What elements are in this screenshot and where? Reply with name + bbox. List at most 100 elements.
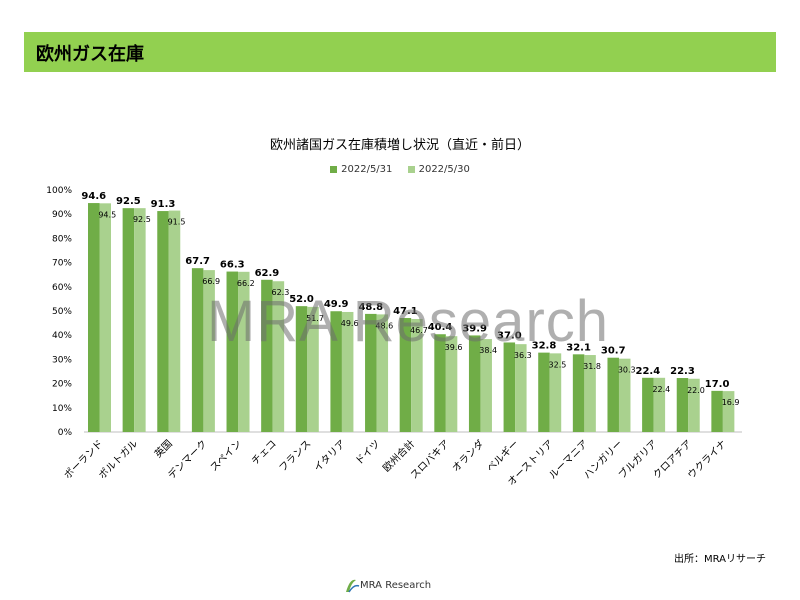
x-tick-label: オランダ — [449, 437, 486, 474]
data-label-series-1: 32.1 — [566, 342, 591, 353]
data-label-series-1: 22.4 — [636, 366, 661, 377]
y-tick-label: 70% — [52, 259, 72, 269]
y-tick-label: 90% — [52, 210, 72, 220]
x-tick-label: イタリア — [312, 438, 348, 474]
x-tick-label: ドイツ — [354, 438, 383, 467]
legend-item-series-2: 2022/5/30 — [407, 164, 470, 176]
y-tick-label: 20% — [52, 380, 72, 390]
y-tick-label: 50% — [52, 307, 72, 317]
legend-swatch-series-1 — [330, 166, 338, 173]
y-tick-label: 0% — [58, 428, 73, 438]
legend-swatch-series-2 — [407, 166, 415, 173]
footer-brand-text: MRA Research — [360, 580, 432, 591]
bar-series-1 — [88, 203, 100, 432]
data-label-series-2: 22.4 — [652, 385, 670, 394]
mra-logo-icon — [346, 579, 360, 593]
bar-series-1 — [157, 211, 169, 432]
data-label-series-2: 39.6 — [445, 343, 463, 352]
legend-label-series-2: 2022/5/30 — [418, 164, 470, 175]
bar-series-1 — [572, 354, 585, 432]
bar-series-2 — [203, 270, 215, 432]
bar-series-2 — [272, 281, 285, 432]
y-tick-label: 40% — [52, 331, 72, 341]
x-tick-label: ベルギー — [484, 438, 521, 475]
bar-series-2 — [722, 391, 735, 432]
data-label-series-1: 94.6 — [81, 191, 106, 202]
data-label-series-2: 66.2 — [237, 279, 255, 288]
bar-series-1 — [399, 318, 412, 432]
bar-series-2 — [168, 210, 181, 432]
bar-series-1 — [503, 342, 516, 432]
bar-series-2 — [134, 208, 146, 432]
bar-series-2 — [307, 306, 319, 432]
bar-series-2 — [549, 353, 562, 432]
data-label-series-2: 62.3 — [272, 288, 290, 297]
bar-series-1 — [122, 208, 135, 432]
bar-series-1 — [538, 352, 550, 432]
bar-series-1 — [226, 271, 239, 432]
data-label-series-1: 49.9 — [324, 299, 349, 310]
x-tick-label: 欧州合計 — [380, 437, 417, 474]
data-label-series-1: 91.3 — [151, 199, 176, 210]
bar-series-1 — [330, 311, 342, 432]
data-label-series-2: 32.5 — [549, 360, 567, 369]
data-label-series-1: 67.7 — [185, 256, 210, 267]
data-label-series-1: 17.0 — [705, 379, 730, 390]
x-tick-label: フランス — [277, 438, 314, 475]
legend-label-series-1: 2022/5/31 — [341, 164, 393, 175]
bar-series-1 — [642, 377, 654, 432]
bar-series-2 — [480, 339, 492, 432]
bar-series-2 — [618, 358, 631, 432]
data-label-series-2: 92.5 — [133, 215, 151, 224]
data-label-series-2: 46.7 — [410, 326, 428, 335]
chart-title: 欧州諸国ガス在庫積増し状況（直近・前日） — [269, 138, 530, 153]
bar-series-1 — [365, 313, 377, 432]
data-label-series-2: 48.6 — [375, 321, 393, 330]
data-label-series-2: 51.7 — [306, 314, 324, 323]
y-tick-label: 60% — [52, 283, 72, 293]
header-bar: 欧州ガス在庫 — [24, 32, 776, 72]
data-label-series-2: 36.3 — [514, 351, 532, 360]
bar-series-2 — [515, 344, 527, 432]
y-tick-label: 30% — [52, 355, 72, 365]
x-tick-label: チェコ — [249, 438, 279, 468]
data-label-series-1: 48.8 — [358, 302, 383, 313]
data-label-series-1: 92.5 — [116, 196, 141, 207]
data-label-series-2: 22.0 — [687, 386, 705, 395]
y-tick-label: 80% — [52, 234, 72, 244]
data-label-series-1: 66.3 — [220, 260, 245, 271]
data-label-series-1: 30.7 — [601, 346, 626, 357]
y-tick-label: 100% — [46, 186, 72, 196]
x-tick-label: スペイン — [209, 438, 245, 474]
x-tick-label: 英国 — [152, 437, 175, 460]
data-label-series-2: 31.8 — [583, 362, 601, 371]
data-label-series-2: 91.5 — [168, 218, 186, 227]
bar-series-2 — [584, 355, 596, 432]
data-label-series-1: 47.1 — [393, 306, 418, 317]
data-label-series-1: 37.0 — [497, 330, 522, 341]
bar-series-2 — [99, 203, 111, 432]
bar-series-2 — [688, 378, 700, 432]
data-label-series-1: 32.8 — [532, 341, 557, 352]
bar-series-1 — [191, 268, 204, 432]
data-label-series-2: 94.5 — [98, 210, 116, 219]
y-tick-label: 10% — [52, 404, 72, 414]
legend-item-series-1: 2022/5/31 — [330, 164, 392, 176]
bar-series-2 — [376, 314, 389, 432]
data-label-series-2: 38.4 — [479, 346, 497, 355]
bar-series-2 — [341, 311, 354, 432]
data-label-series-1: 52.0 — [289, 294, 314, 305]
source-note: 出所：MRAリサーチ — [673, 554, 766, 565]
data-label-series-2: 49.6 — [341, 319, 359, 328]
bar-series-1 — [711, 390, 723, 432]
bar-series-2 — [653, 377, 666, 432]
data-label-series-2: 16.9 — [722, 398, 740, 407]
chart-legend: 2022/5/31 2022/5/30 — [0, 164, 800, 176]
bar-series-2 — [411, 318, 423, 432]
data-label-series-1: 22.3 — [670, 366, 695, 377]
data-label-series-1: 62.9 — [255, 268, 280, 279]
data-label-series-2: 66.9 — [202, 277, 220, 286]
bar-series-1 — [261, 279, 273, 432]
bar-series-1 — [468, 335, 481, 432]
